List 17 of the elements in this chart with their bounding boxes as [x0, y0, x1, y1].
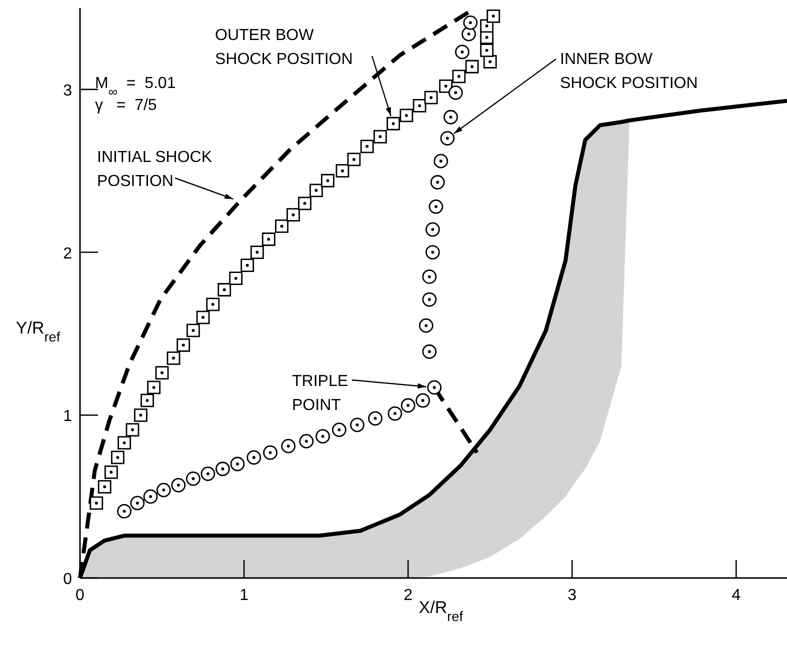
- y-tick-label: 2: [63, 245, 72, 262]
- x-tick-label: 2: [404, 587, 413, 604]
- x-tick-label: 3: [568, 587, 577, 604]
- x-tick-label: 4: [732, 587, 741, 604]
- y-tick-label: 0: [63, 571, 72, 588]
- annotation: INNER BOW SHOCK POSITION: [560, 51, 698, 92]
- y-tick-label: 3: [63, 82, 72, 100]
- annotation: γ = 7/5: [95, 97, 157, 114]
- x-tick-label: 1: [240, 587, 249, 604]
- annotation: TRIPLE POINT: [292, 373, 348, 414]
- annotation: INITIAL SHOCK POSITION: [97, 149, 212, 190]
- x-axis-title: X/R$_{ref}$: [418, 598, 464, 624]
- x-tick-label: 0: [76, 587, 85, 604]
- y-axis-title: Y/R$_{ref}$: [16, 318, 60, 344]
- annotation: OUTER BOW SHOCK POSITION: [215, 27, 353, 68]
- annotation: M$_{∞}$ = 5.01: [95, 75, 176, 98]
- y-tick-label: 1: [63, 408, 72, 426]
